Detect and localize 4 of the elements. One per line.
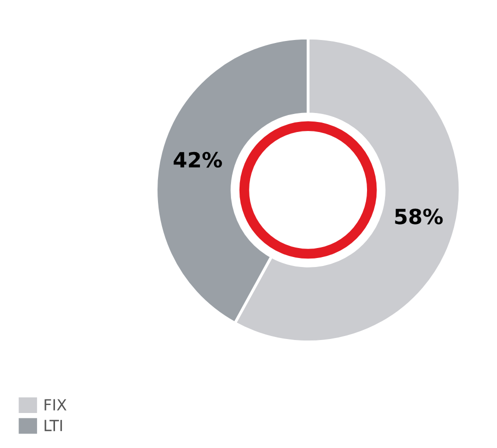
data-label: 58% bbox=[395, 208, 443, 224]
legend-label: FIX bbox=[44, 399, 66, 410]
data-label: 42% bbox=[174, 152, 222, 168]
legend-label: LTI bbox=[44, 420, 62, 432]
